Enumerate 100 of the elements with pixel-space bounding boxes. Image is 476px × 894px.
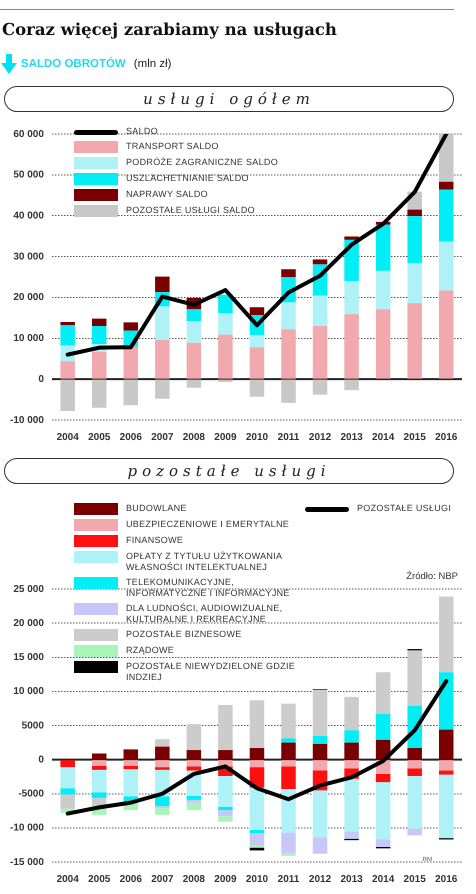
bar [376,224,390,271]
x-tick-label: 2006 [120,432,142,443]
bar [344,778,359,832]
bar [60,794,75,809]
y-tick-label: -15 000 [10,856,44,868]
y-tick-label: 20 000 [13,618,44,629]
bar [155,276,170,292]
bar [218,750,233,760]
x-tick-label: 2013 [340,874,364,885]
bar [344,760,359,768]
bar [218,776,233,807]
bar [186,766,202,771]
y-tick-label: 10 000 [13,333,44,344]
bar [407,650,422,706]
bar [155,746,170,760]
x-tick-label: 2016 [435,874,458,885]
y-tick-label: -10 000 [10,822,44,834]
bar [60,325,75,346]
x-tick-label: 2015 [404,432,426,443]
legend-label: TELEKOMUNIKACYJNE, INFORMATYCZNE I INFORMACYJNE [126,577,291,599]
bar [407,828,422,836]
bar [92,318,106,326]
legend-label: POZOSTAŁE NIEWYDZIELONE GDZIE INDZIEJ [126,661,296,683]
text: Źródło: NBP [406,571,458,582]
bar [438,760,454,771]
y-tick-label: 50 000 [13,170,44,181]
bar [186,750,202,760]
bar [344,314,359,379]
bar [312,790,328,838]
bar [376,270,390,310]
bar [438,596,454,672]
bar [344,236,359,240]
y-axis-title: SALDO OBROTÓW [21,58,126,70]
bar [312,837,328,854]
bar [60,788,75,794]
bar [250,335,264,348]
bar [92,326,106,344]
bar [376,672,390,714]
bar [155,306,170,340]
bar [376,309,390,379]
bar [250,788,264,830]
bar [376,774,390,782]
bar [250,760,264,768]
x-tick-label: 2008 [182,874,206,885]
legend-label: BUDOWLANE [126,503,188,514]
bar [92,753,106,760]
bar [281,302,296,330]
bar [155,808,170,815]
bar [407,263,422,304]
bar [312,259,328,264]
bar [438,241,454,290]
bar [312,326,328,379]
bar [92,380,106,408]
bar [344,380,359,390]
y-tick-label: 20 000 [13,292,44,304]
bar [376,782,390,840]
bar [124,322,138,331]
bar [124,749,138,760]
x-tick-label: 2011 [278,874,300,885]
bar [438,134,454,182]
bar [218,816,233,822]
bar [186,309,202,322]
bar [407,776,422,829]
bar [218,294,233,314]
x-tick-label: 2014 [372,432,395,443]
bar [407,216,422,264]
bar [281,380,296,403]
bar [186,796,202,800]
y-tick-label: 15 000 [13,652,44,663]
bar [281,853,296,856]
x-tick-label: 2007 [151,432,174,443]
bar [438,774,454,838]
bar [281,760,296,766]
x-tick-label: 2009 [214,432,237,443]
bar [407,768,422,776]
bar [124,380,138,406]
bar [124,760,138,766]
bar [218,380,233,382]
bar [407,303,422,379]
bar [438,290,454,379]
bar [250,307,264,315]
x-tick-label: 2012 [308,874,332,885]
legend-label: UBEZPIECZENIOWE I EMERYTALNE [126,519,290,530]
x-tick-label: 2008 [182,432,206,443]
bar [250,833,264,846]
bar [250,700,264,748]
y-tick-label: 10 000 [13,686,44,698]
y-tick-label: -10 000 [10,414,44,426]
bar [344,281,359,314]
y-tick-label: 25 000 [13,584,44,595]
bar [438,770,454,775]
bar [124,346,138,379]
bar [250,347,264,379]
x-tick-label: 2004 [56,432,80,443]
chart-title: Coraz więcej zarabiamy na usługach [2,20,337,39]
bar [92,792,106,798]
bar [407,210,422,216]
bar [60,380,75,412]
legend-label: TRANSPORT SALDO [126,141,220,152]
x-tick-label: 2005 [88,874,111,885]
